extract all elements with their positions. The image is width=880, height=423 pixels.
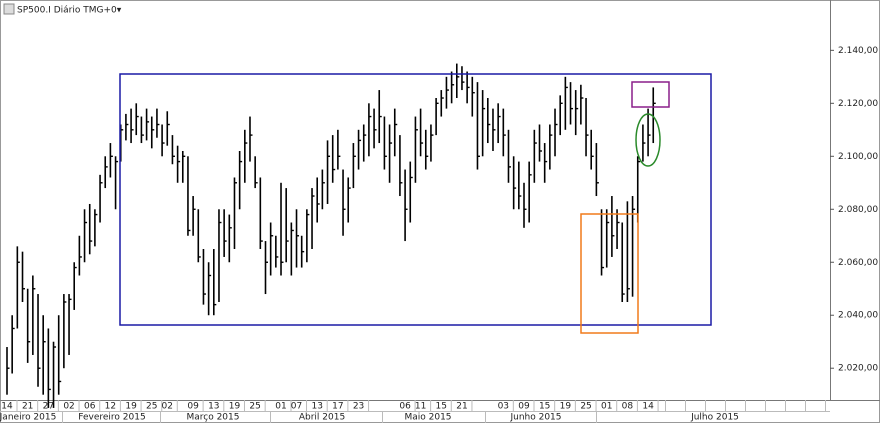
x-tick-label: 13 bbox=[208, 402, 219, 412]
x-tick-label: 15 bbox=[436, 402, 447, 412]
annotations bbox=[119, 73, 712, 334]
x-tick-label: 02 bbox=[63, 402, 74, 412]
empty-time-cells bbox=[665, 400, 826, 411]
y-tick-label: 2.020,00 bbox=[838, 364, 878, 374]
x-tick-label: 06 bbox=[399, 402, 411, 412]
month-label: Julho 2015 bbox=[690, 413, 739, 423]
x-tick-label: 06 bbox=[84, 402, 96, 412]
x-tick-label: 07 bbox=[291, 402, 302, 412]
target-box bbox=[631, 81, 670, 108]
x-tick-label: 25 bbox=[580, 402, 591, 412]
x-tick-label: 14 bbox=[642, 402, 654, 412]
x-tick-label: 12 bbox=[105, 402, 116, 412]
x-tick-label: 09 bbox=[518, 402, 530, 412]
month-label: Abril 2015 bbox=[299, 413, 345, 423]
x-tick-label: 01 bbox=[601, 402, 612, 412]
range-box bbox=[119, 73, 712, 326]
x-tick-label: 19 bbox=[560, 402, 572, 412]
x-tick-label: 23 bbox=[353, 402, 364, 412]
month-label: Março 2015 bbox=[186, 413, 239, 423]
x-tick-label: 08 bbox=[622, 402, 634, 412]
x-tick-label: 09 bbox=[187, 402, 199, 412]
x-tick-label: 14 bbox=[1, 402, 13, 412]
y-tick-label: 2.100,00 bbox=[838, 152, 878, 162]
month-label: Maio 2015 bbox=[404, 413, 451, 423]
x-tick-label: 02 bbox=[162, 402, 173, 412]
month-label: Fevereiro 2015 bbox=[78, 413, 145, 423]
rally-ellipse bbox=[635, 113, 661, 167]
dip-box bbox=[580, 213, 639, 334]
month-label: Janeiro 2015 bbox=[0, 413, 56, 423]
x-tick-label: 17 bbox=[332, 402, 343, 412]
month-dividers bbox=[62, 411, 597, 423]
symbol-icon[interactable] bbox=[3, 3, 15, 15]
month-labels: Janeiro 2015 Fevereiro 2015 Março 2015 A… bbox=[0, 413, 739, 423]
chart-title[interactable]: SP500.I Diário TMG+0▾ bbox=[17, 6, 122, 16]
x-tick-label: 15 bbox=[539, 402, 550, 412]
y-tick-label: 2.040,00 bbox=[838, 311, 878, 321]
x-tick-label: 11 bbox=[415, 402, 426, 412]
x-tick-label: 03 bbox=[498, 402, 509, 412]
x-tick-label: 25 bbox=[249, 402, 260, 412]
price-bars bbox=[6, 63, 656, 408]
y-tick-label: 2.060,00 bbox=[838, 258, 878, 268]
x-tick-label: 19 bbox=[229, 402, 241, 412]
month-label: Junho 2015 bbox=[509, 413, 561, 423]
x-tick-label: 27 bbox=[43, 402, 54, 412]
x-tick-label: 13 bbox=[311, 402, 322, 412]
x-tick-label: 19 bbox=[125, 402, 137, 412]
y-tick-label: 2.080,00 bbox=[838, 205, 878, 215]
x-tick-label: 25 bbox=[146, 402, 157, 412]
x-tick-label: 21 bbox=[22, 402, 33, 412]
x-tick-label: 21 bbox=[456, 402, 467, 412]
y-tick-label: 2.120,00 bbox=[838, 99, 878, 109]
y-tick-label: 2.140,00 bbox=[838, 46, 878, 56]
x-tick-label: 01 bbox=[275, 402, 286, 412]
